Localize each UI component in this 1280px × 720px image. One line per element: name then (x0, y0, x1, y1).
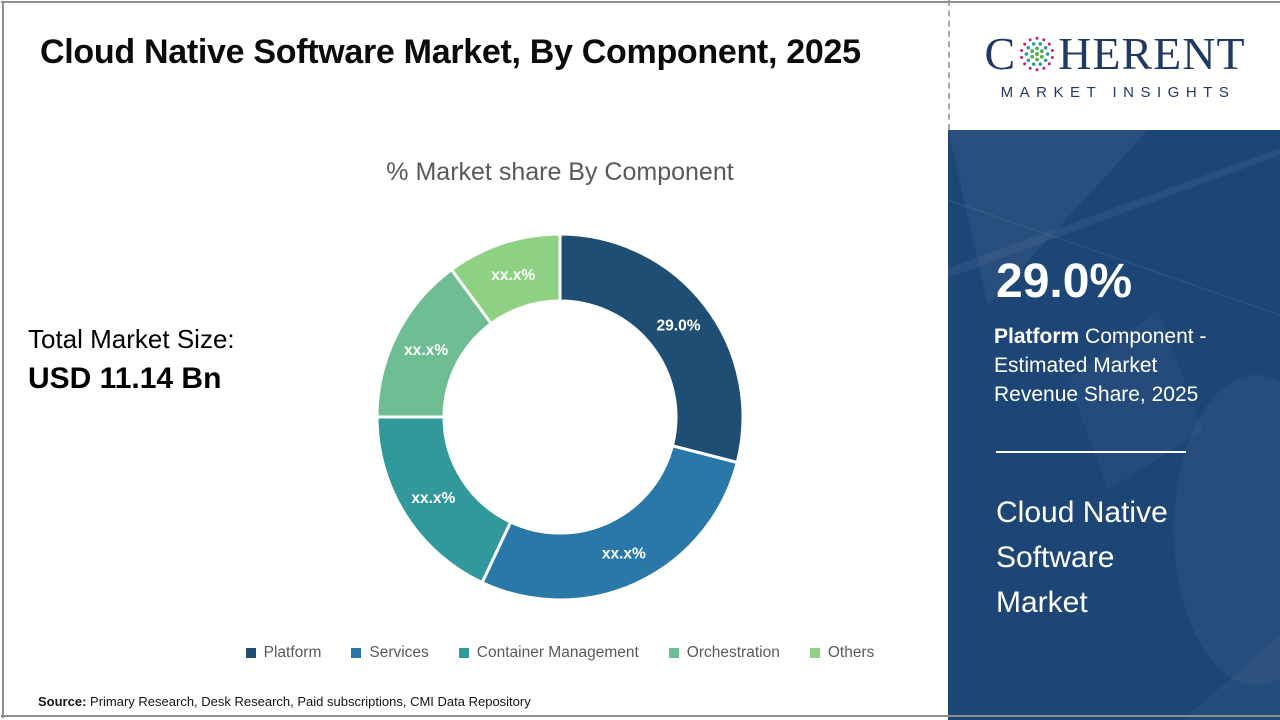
stat-description-rest: Component - Estimated Market Revenue Sha… (994, 325, 1207, 406)
stat-description-segment: Platform (994, 325, 1080, 348)
legend-swatch (458, 648, 469, 658)
slice-label: xx.x% (491, 267, 535, 284)
donut-slice-others (449, 232, 562, 326)
legend-swatch (351, 648, 362, 658)
stat-value: 29.0% (996, 255, 1133, 308)
total-market-size-block: Total Market Size: USD 11.14 Bn (28, 324, 235, 396)
stat-description: Platform Component - Estimated Market Re… (994, 322, 1240, 409)
legend-item-services: Services (351, 644, 429, 662)
donut-chart: 29.0% xx.x% xx.x% xx.x% xx.x% (375, 232, 745, 602)
sidebar-market-name: Cloud Native Software Market (996, 496, 1168, 619)
legend-label: Container Management (476, 644, 639, 661)
sidebar-divider (996, 451, 1186, 453)
globe-icon (1018, 35, 1056, 73)
total-market-size-label: Total Market Size: (28, 324, 235, 354)
page-title: Cloud Native Software Market, By Compone… (40, 33, 861, 71)
legend-item-others: Others (809, 644, 875, 662)
legend-item-platform: Platform (245, 644, 322, 662)
legend-label: Services (369, 644, 429, 661)
legend-swatch (668, 648, 679, 658)
sidebar-body: 29.0% Platform Component - Estimated Mar… (948, 130, 1280, 720)
source-line: Source: Primary Research, Desk Research,… (38, 694, 531, 709)
logo-word-start: C (984, 28, 1017, 79)
source-text: Primary Research, Desk Research, Paid su… (86, 694, 531, 709)
legend-item-orchestration: Orchestration (668, 644, 780, 662)
logo-word-end: HERENT (1058, 28, 1246, 79)
frame-border-top (1, 1, 1280, 3)
source-label: Source: (38, 694, 87, 709)
chart-legend: Platform Services Container Management Orch… (150, 644, 970, 662)
legend-swatch (245, 648, 256, 658)
coherent-market-insights-logo: C HERENT MARKET INSIGHTS (984, 31, 1245, 102)
legend-label: Others (827, 644, 875, 661)
logo-subtitle: MARKET INSIGHTS (1000, 84, 1236, 101)
legend-swatch (809, 648, 820, 658)
legend-label: Orchestration (686, 644, 780, 661)
legend-label: Platform (263, 644, 322, 661)
slice-label: xx.x% (602, 545, 646, 562)
donut-slice-services (480, 444, 740, 602)
chart-title: % Market share By Component (386, 158, 734, 186)
frame-border-left (2, 1, 4, 718)
legend-item-container-management: Container Management (458, 644, 639, 662)
slice-label: xx.x% (411, 490, 455, 507)
slice-label: xx.x% (404, 342, 448, 359)
world-map-texture (948, 130, 1280, 720)
donut-slice-platform (558, 232, 745, 465)
logo-header: C HERENT MARKET INSIGHTS (948, 0, 1280, 130)
total-market-size-value: USD 11.14 Bn (28, 362, 222, 395)
right-sidebar: C HERENT MARKET INSIGHTS 29.0% Platform (948, 0, 1280, 720)
logo-wordmark: C HERENT (984, 31, 1245, 77)
slice-label: 29.0% (657, 318, 701, 335)
frame-border-bottom (1, 715, 1280, 717)
